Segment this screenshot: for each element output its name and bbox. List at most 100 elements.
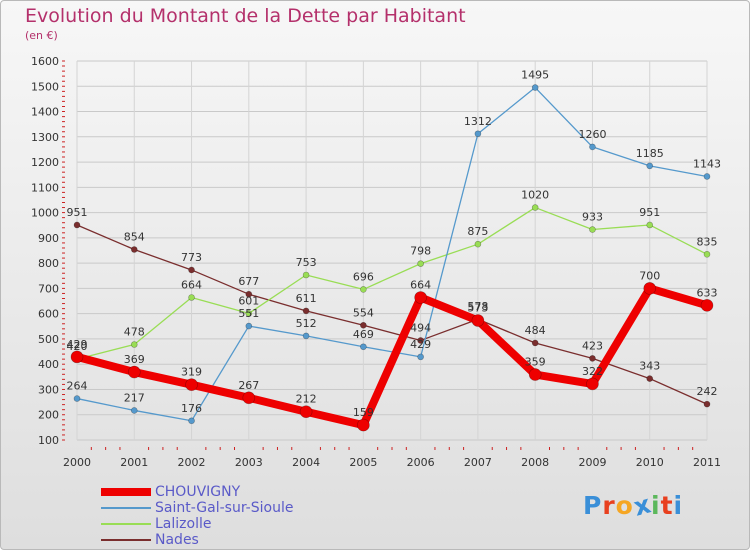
data-point <box>589 143 596 151</box>
data-point <box>70 350 84 364</box>
data-point <box>130 407 138 414</box>
series-lines <box>70 84 714 432</box>
data-point <box>242 391 256 405</box>
data-label: 1185 <box>636 147 664 160</box>
data-point <box>531 84 539 91</box>
x-tick-label: 2009 <box>578 456 606 469</box>
legend-swatch <box>101 488 151 496</box>
data-point <box>245 290 253 298</box>
y-tick-label: 300 <box>38 383 59 396</box>
x-tick-label: 2002 <box>178 456 206 469</box>
logo-letter: r <box>602 491 616 520</box>
data-point <box>245 310 253 317</box>
data-label: 835 <box>697 235 718 248</box>
logo-letter: o <box>615 491 634 520</box>
data-point <box>360 321 367 329</box>
y-tick-label: 1500 <box>31 80 59 93</box>
data-label: 611 <box>296 292 317 305</box>
x-tick-label: 2005 <box>349 456 377 469</box>
data-point <box>417 260 424 267</box>
data-label: 469 <box>353 328 374 341</box>
data-label: 420 <box>67 340 88 353</box>
data-point <box>127 365 141 379</box>
y-tick-label: 700 <box>38 282 59 295</box>
data-point <box>302 271 310 279</box>
data-point <box>188 266 195 274</box>
data-label: 478 <box>124 325 145 338</box>
legend-label: Saint-Gal-sur-Sioule <box>155 500 294 516</box>
y-tick-label: 100 <box>38 434 59 447</box>
data-label: 700 <box>639 269 660 282</box>
data-label: 322 <box>582 365 603 378</box>
data-point <box>188 417 195 425</box>
data-point <box>531 204 539 211</box>
x-tick-label: 2011 <box>693 456 721 469</box>
data-label: 512 <box>296 317 317 330</box>
y-tick-label: 200 <box>38 409 59 422</box>
data-label: 578 <box>467 300 488 313</box>
data-point <box>130 341 138 348</box>
data-label: 951 <box>639 206 660 219</box>
data-label: 677 <box>238 275 259 288</box>
data-label: 1143 <box>693 157 721 170</box>
series-line-chouvigny <box>73 284 711 430</box>
data-label: 217 <box>124 391 145 404</box>
y-tick-label: 900 <box>38 232 59 245</box>
data-point <box>703 173 711 180</box>
data-label: 484 <box>525 324 546 337</box>
data-point <box>357 418 370 432</box>
x-tick-label: 2004 <box>292 456 320 469</box>
x-tick-label: 2010 <box>636 456 664 469</box>
y-tick-label: 1200 <box>31 156 59 169</box>
data-label: 664 <box>410 278 431 291</box>
data-label: 696 <box>353 270 374 283</box>
data-point <box>646 221 654 229</box>
x-tick-label: 2003 <box>235 456 263 469</box>
legend-label: Lalizolle <box>155 516 212 532</box>
y-tick-label: 800 <box>38 257 59 270</box>
data-point <box>73 221 81 229</box>
data-label: 933 <box>582 211 603 224</box>
data-label: 423 <box>582 339 603 352</box>
y-tick-label: 500 <box>38 333 59 346</box>
data-point <box>188 294 195 301</box>
data-label: 601 <box>238 294 259 307</box>
data-label: 159 <box>353 406 374 419</box>
data-point <box>299 405 313 419</box>
data-point <box>646 375 654 382</box>
data-point <box>302 332 310 340</box>
data-label: 319 <box>181 366 202 379</box>
logo-letter: i <box>651 491 661 520</box>
data-point <box>703 400 711 408</box>
data-label: 773 <box>181 251 202 264</box>
data-point <box>531 339 539 347</box>
logo-letter: i <box>673 491 684 520</box>
chart-title: Evolution du Montant de la Dette par Hab… <box>25 5 466 27</box>
chart-subtitle: (en €) <box>25 29 58 42</box>
legend-label: Nades <box>155 532 199 548</box>
data-label: 369 <box>124 353 145 366</box>
data-label: 753 <box>296 256 317 269</box>
data-point <box>703 250 711 258</box>
data-label: 359 <box>525 356 546 369</box>
data-label: 573 <box>467 301 488 314</box>
data-point <box>528 368 542 381</box>
data-label: 212 <box>296 393 317 406</box>
data-label: 264 <box>67 380 88 393</box>
data-label: 1020 <box>521 189 549 202</box>
data-labels: 9518547736776115544945784844233432424204… <box>67 69 722 420</box>
proxiti-logo: Proxiti <box>583 489 684 521</box>
data-label: 1495 <box>521 69 549 82</box>
data-label: 664 <box>181 278 202 291</box>
data-label: 554 <box>353 306 374 319</box>
x-tick-label: 2007 <box>464 456 492 469</box>
data-point <box>417 353 424 361</box>
data-label: 429 <box>67 338 88 351</box>
y-tick-label: 1100 <box>31 181 59 194</box>
data-label: 875 <box>467 225 488 238</box>
data-point <box>589 226 596 233</box>
x-tick-label: 2006 <box>407 456 435 469</box>
data-point <box>417 337 424 344</box>
